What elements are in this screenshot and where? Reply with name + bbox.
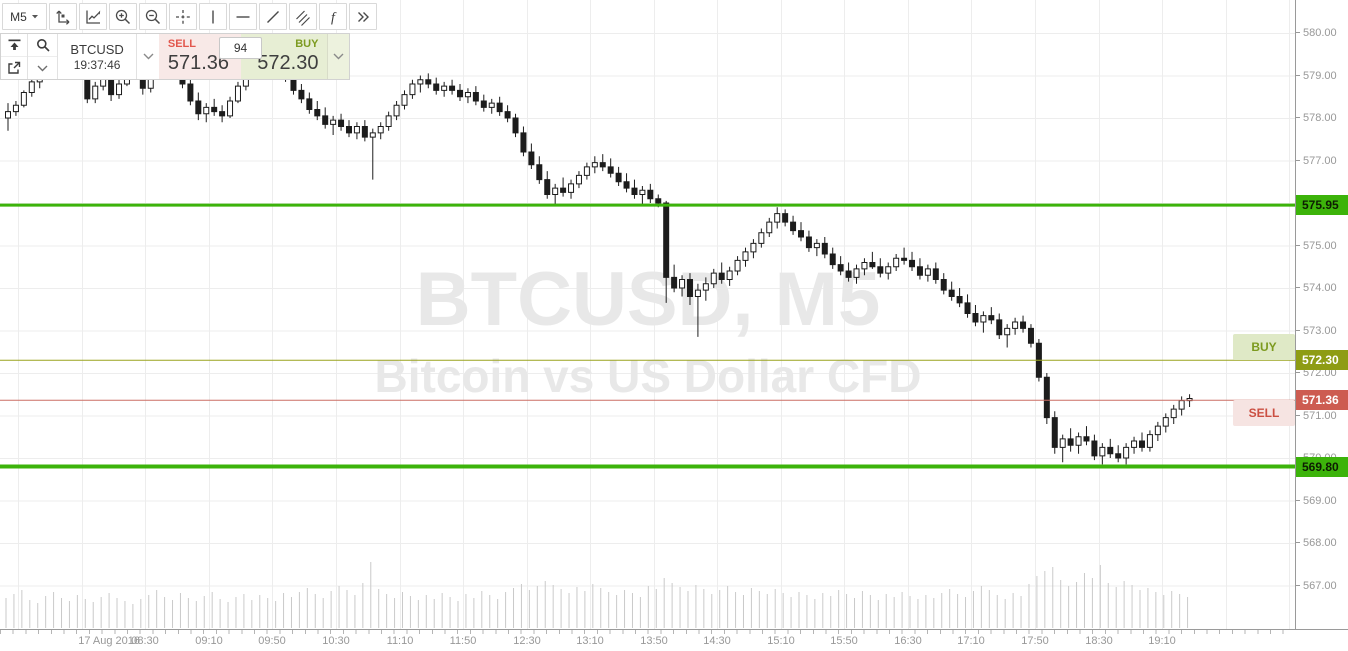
- sell-price: 571.36: [167, 52, 230, 74]
- watermark-symbol: BTCUSD, M5: [416, 257, 880, 342]
- watermark-description: Bitcoin vs US Dollar CFD: [375, 350, 922, 402]
- time-axis[interactable]: 17 Aug 2016 08:30 09:10 09:50 10:30 11:10 11:5…: [0, 629, 1348, 651]
- price-axis-label: 575.00: [1296, 239, 1348, 253]
- spread-value: 94: [219, 37, 262, 59]
- symbol-dropdown-button[interactable]: [28, 56, 57, 79]
- chevron-down-icon: [333, 53, 344, 60]
- time-axis-label: 09:10: [195, 635, 223, 647]
- time-axis-label: 11:50: [449, 635, 477, 647]
- symbol-info: BTCUSD 19:37:46: [58, 34, 136, 79]
- symbol-search-button[interactable]: [28, 34, 56, 56]
- price-axis-label: 574.00: [1296, 281, 1348, 295]
- time-axis-label: 16:30: [894, 635, 922, 647]
- zoom-in-button[interactable]: [109, 3, 137, 30]
- time-axis-label: 12:30: [513, 635, 541, 647]
- date-label: 17 Aug 2016: [78, 635, 140, 647]
- widget-icon-column-left: [1, 34, 29, 79]
- widget-icon-column-search: [28, 34, 58, 79]
- time-axis-label: 13:10: [576, 635, 604, 647]
- chevron-down-icon: [143, 53, 154, 60]
- price-axis-label: 580.00: [1296, 26, 1348, 40]
- time-axis-label: 15:10: [767, 635, 795, 647]
- popout-icon: [8, 61, 21, 74]
- chart-style-button[interactable]: [79, 3, 107, 30]
- order-options-button[interactable]: [327, 34, 350, 79]
- grid: [0, 0, 1295, 629]
- price-axis-label: 569.00: [1296, 494, 1348, 508]
- dock-top-icon: [8, 39, 21, 50]
- buy-order-line-price-label: 572.30: [1296, 350, 1348, 371]
- price-axis[interactable]: 580.00579.00578.00577.00576.00575.00574.…: [1295, 0, 1348, 629]
- sell-order-line-price-label: 571.36: [1296, 390, 1348, 411]
- price-axis-label: 573.00: [1296, 324, 1348, 338]
- support-line-price-label: 569.80: [1296, 456, 1348, 477]
- panel-collapse-button[interactable]: [136, 34, 159, 79]
- crosshair-button[interactable]: [169, 3, 197, 30]
- time-axis-label: 17:10: [957, 635, 985, 647]
- price-axis-label: 567.00: [1296, 579, 1348, 593]
- search-icon: [36, 39, 50, 52]
- time-axis-label: 09:50: [258, 635, 286, 647]
- time-axis-label: 11:10: [386, 635, 414, 647]
- price-scale-button[interactable]: [49, 3, 77, 30]
- time-axis-label: 10:30: [322, 635, 350, 647]
- parallel-channel-tool-button[interactable]: [289, 3, 317, 30]
- popout-button[interactable]: [1, 56, 28, 79]
- time-axis-label: 19:10: [1148, 635, 1176, 647]
- price-axis-label: 579.00: [1296, 69, 1348, 83]
- price-axis-label: 568.00: [1296, 536, 1348, 550]
- trend-line-tool-button[interactable]: [259, 3, 287, 30]
- price-chart[interactable]: BTCUSD, M5 Bitcoin vs US Dollar CFD: [0, 0, 1295, 629]
- time-axis-label: 17:50: [1021, 635, 1049, 647]
- sell-label: SELL: [167, 38, 196, 50]
- dock-top-button[interactable]: [1, 34, 27, 56]
- horizontal-line-tool-button[interactable]: [229, 3, 257, 30]
- svg-text:f: f: [331, 10, 337, 25]
- symbol-name: BTCUSD: [70, 41, 124, 57]
- time-axis-label: 18:30: [1085, 635, 1113, 647]
- vertical-line-tool-button[interactable]: [199, 3, 227, 30]
- time-axis-label: 13:50: [640, 635, 668, 647]
- time-axis-label: 08:30: [131, 635, 159, 647]
- sell-order-pill[interactable]: SELL: [1233, 400, 1295, 427]
- chevron-down-icon: [37, 65, 48, 71]
- volume-series: [5, 562, 1189, 628]
- time-axis-ticks: [0, 630, 1295, 634]
- indicators-button[interactable]: f: [319, 3, 347, 30]
- more-tools-button[interactable]: [349, 3, 377, 30]
- timeframe-label: M5: [10, 9, 27, 24]
- buy-price: 572.30: [257, 52, 319, 74]
- price-axis-label: 571.00: [1296, 409, 1348, 423]
- time-axis-label: 14:30: [703, 635, 731, 647]
- chart-toolbar: M5 f: [2, 3, 377, 30]
- server-time: 19:37:46: [73, 57, 121, 72]
- price-axis-label: 578.00: [1296, 111, 1348, 125]
- price-axis-label: 577.00: [1296, 154, 1348, 168]
- chevron-down-icon: [31, 14, 38, 18]
- timeframe-button[interactable]: M5: [2, 3, 47, 30]
- buy-order-pill[interactable]: BUY: [1233, 334, 1295, 361]
- zoom-out-button[interactable]: [139, 3, 167, 30]
- instrument-widget: BTCUSD 19:37:46 SELL 571.36 BUY 572.30: [0, 33, 350, 80]
- time-axis-label: 15:50: [830, 635, 858, 647]
- resistance-line-price-label: 575.95: [1296, 195, 1348, 216]
- buy-label: BUY: [295, 38, 319, 50]
